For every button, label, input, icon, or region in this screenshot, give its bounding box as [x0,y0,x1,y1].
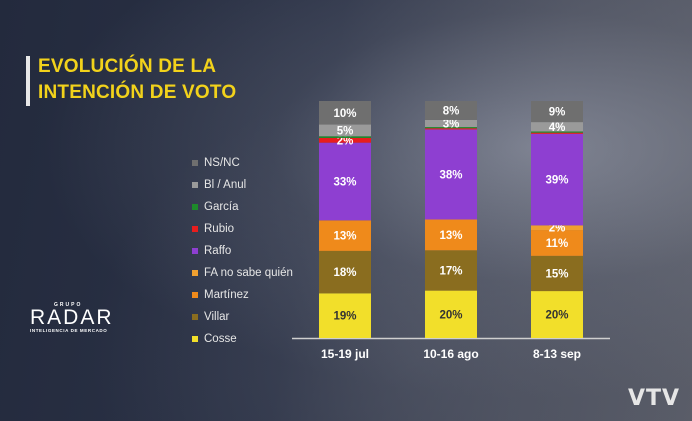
data-label: 38% [439,169,462,181]
legend-swatch [192,248,198,254]
bar-segment [319,293,371,338]
legend-swatch [192,314,198,320]
category-label: 15-19 jul [321,347,369,361]
title-line-1: EVOLUCIÓN DE LA [38,56,217,77]
legend-item: Villar [192,306,293,328]
bar-segment [319,124,371,137]
bar-segment [531,131,583,133]
legend-swatch [192,182,198,188]
data-label: 4% [549,122,566,134]
data-label: 20% [439,309,462,321]
legend-label: Rubio [204,223,235,235]
legend-item: NS/NC [192,152,293,174]
legend-swatch [192,204,198,210]
legend-item: García [192,196,293,218]
bar-segment [425,119,477,128]
bar-segment [531,122,583,132]
bar-segment [425,250,477,291]
data-label: 20% [545,310,568,322]
chart-title: EVOLUCIÓN DE LA INTENCIÓN DE VOTO [38,54,236,106]
bar-segment [425,129,477,220]
legend-label: FA no sabe quién [204,267,293,279]
legend-item: Bl / Anul [192,174,293,196]
logo-main-text: RADAR [30,306,114,329]
category-label: 10-16 ago [423,347,478,361]
bar-segment [425,127,477,129]
legend-swatch [192,270,198,276]
legend-label: García [204,201,239,213]
radar-logo: GRUPO RADAR INTELIGENCIA DE MERCADO [30,302,114,333]
data-label: 10% [333,108,356,120]
title-accent-bar [26,56,30,106]
bar-segment [425,219,477,251]
data-label: 9% [549,107,566,119]
legend-item: Martínez [192,284,293,306]
legend-swatch [192,292,198,298]
data-label: 39% [545,175,568,187]
data-label: 2% [549,223,566,235]
logo-bottom-text: INTELIGENCIA DE MERCADO [30,328,108,333]
legend-swatch [192,226,198,232]
bar-segment [425,290,477,338]
legend-item: Cosse [192,328,293,350]
data-label: 2% [337,135,354,147]
bar-segment [531,255,583,292]
legend-label: Martínez [204,289,249,301]
data-label: 17% [439,265,462,277]
legend-label: Raffo [204,245,232,257]
bar-segment [531,291,583,338]
bar-segment [531,225,583,231]
legend-item: Rubio [192,218,293,240]
bar-segment [531,132,583,134]
data-label: 13% [439,230,462,242]
data-label: 15% [545,268,568,280]
legend-label: Cosse [204,333,237,345]
title-line-2: INTENCIÓN DE VOTO [38,82,237,103]
data-label: 33% [333,176,356,188]
data-label: 8% [443,105,460,117]
bar-segment [425,101,477,120]
legend-label: NS/NC [204,157,240,169]
data-label: 18% [333,267,356,279]
bar-segment [319,220,371,251]
data-label: 11% [546,238,568,250]
legend-swatch [192,160,198,166]
legend: NS/NC Bl / Anul García Rubio Raffo FA no sabe… [192,152,293,350]
bar-segment [319,136,371,138]
bar-segment [531,101,583,123]
data-label: 5% [337,125,354,137]
legend-label: Bl / Anul [204,179,247,191]
logo-top-text: GRUPO [54,302,83,308]
bar-segment [319,142,371,221]
bar-segment [319,250,371,294]
bar-segment [319,137,371,143]
bar-segment [425,128,477,130]
legend-label: Villar [204,311,230,323]
category-label: 8-13 sep [533,347,581,361]
data-label: 19% [333,311,356,323]
vtv-watermark: VTV [627,386,680,411]
legend-item: FA no sabe quién [192,262,293,284]
bar-segment [531,133,583,226]
bar-segment [319,101,371,125]
data-label: 3% [443,119,460,131]
bar-segment [531,230,583,256]
legend-item: Raffo [192,240,293,262]
data-label: 13% [333,231,356,243]
legend-swatch [192,336,198,342]
